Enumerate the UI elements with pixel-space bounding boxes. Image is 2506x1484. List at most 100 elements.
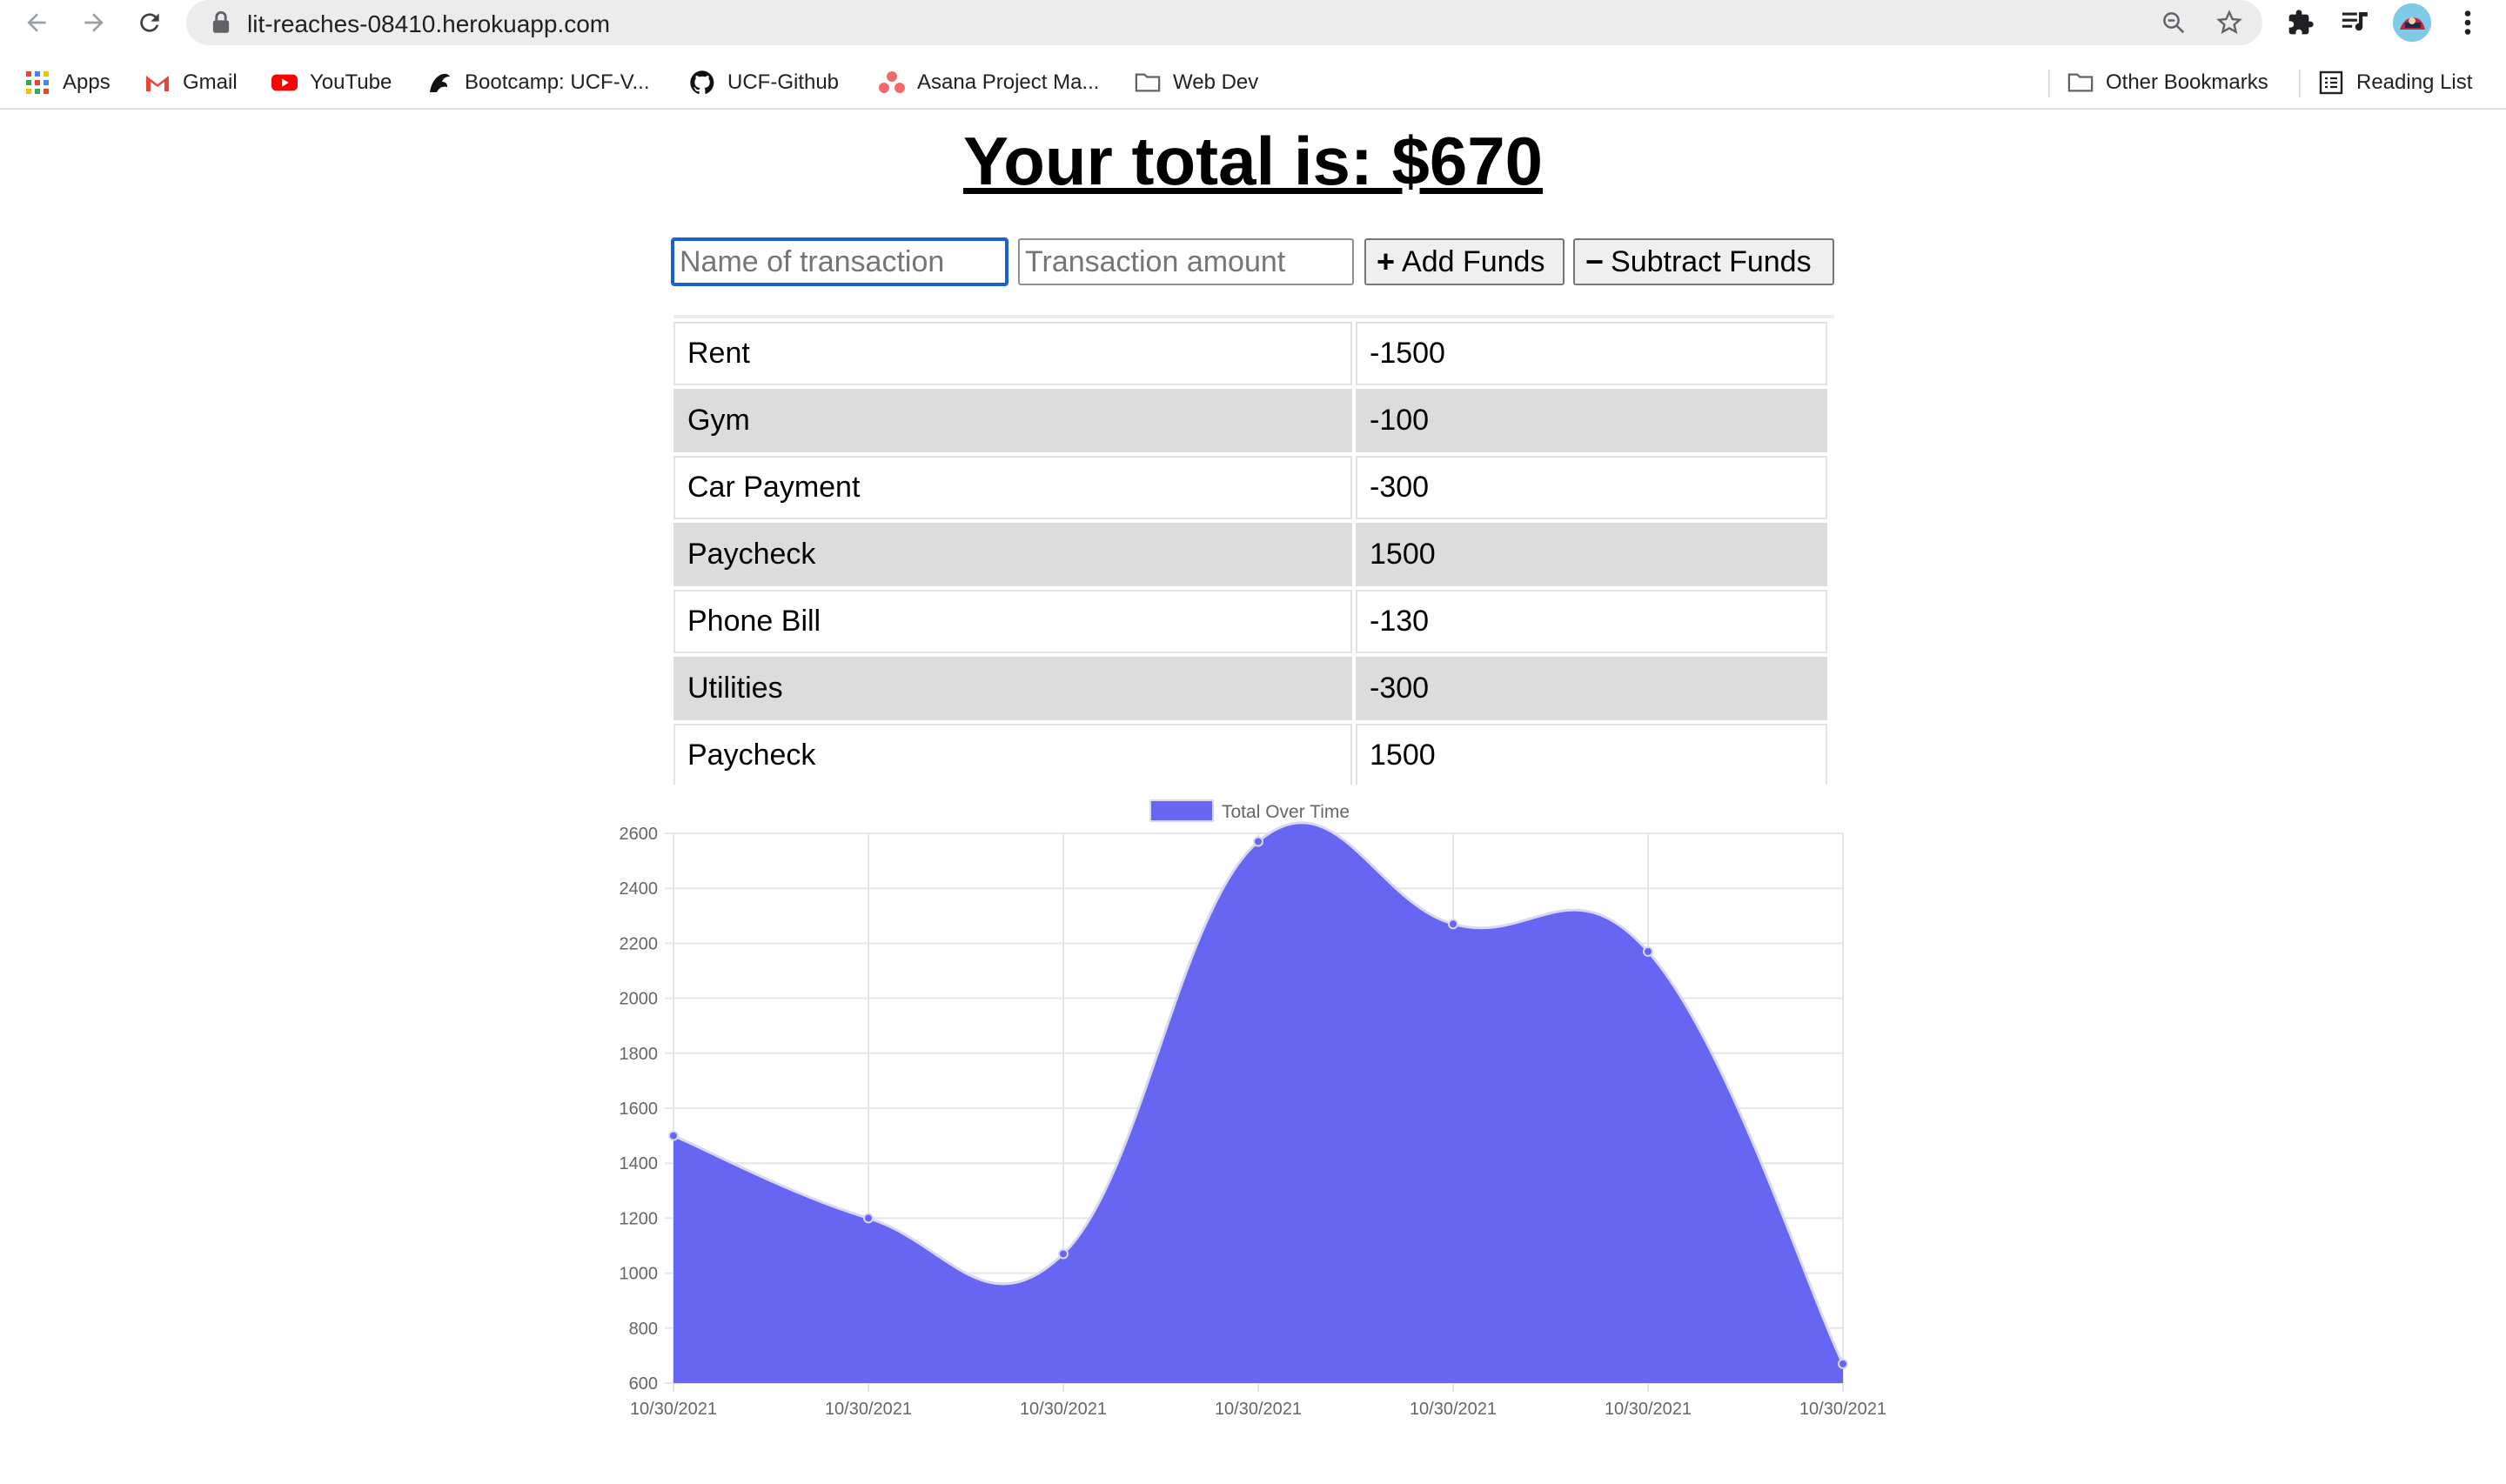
transaction-amount-input[interactable] — [1018, 238, 1354, 285]
table-row: Utilities -300 — [673, 657, 1827, 720]
total-heading: Your total is: $670 — [962, 123, 1544, 199]
back-icon[interactable] — [17, 5, 56, 40]
star-icon[interactable] — [2212, 5, 2247, 40]
transaction-name: Utilities — [673, 657, 1352, 720]
forward-icon[interactable] — [75, 5, 113, 40]
bookmark-label: UCF-Github — [727, 70, 840, 94]
bookmark-label: Bootcamp: UCF-V... — [465, 70, 650, 94]
transaction-value: -130 — [1356, 590, 1827, 653]
x-tick-label: 10/30/2021 — [1799, 1400, 1886, 1419]
transaction-value: -1500 — [1356, 322, 1827, 385]
reading-list-icon — [2318, 70, 2344, 96]
apps-grid-icon — [24, 70, 50, 96]
transaction-name: Paycheck — [673, 724, 1352, 785]
bookmark-asana[interactable]: Asana Project Ma... — [879, 66, 1099, 99]
github-icon — [689, 70, 715, 96]
transaction-value: 1500 — [1356, 724, 1827, 785]
zoom-icon[interactable] — [2156, 5, 2191, 40]
y-tick-label: 1000 — [620, 1265, 659, 1284]
bookmark-separator — [2048, 70, 2050, 97]
bookmark-gmail[interactable]: Gmail — [144, 66, 238, 99]
bookmark-bootcamp[interactable]: Bootcamp: UCF-V... — [426, 66, 650, 99]
transaction-value: -300 — [1356, 456, 1827, 519]
reading-list[interactable]: Reading List — [2318, 66, 2472, 99]
data-point — [1643, 946, 1653, 957]
y-tick-label: 1200 — [620, 1209, 659, 1228]
table-row: Paycheck 1500 — [673, 523, 1827, 586]
transactions-table: Rent -1500 Gym -100 Car Payment -300 Payche… — [673, 315, 1834, 785]
y-tick-label: 2400 — [620, 879, 659, 899]
bookmark-label: Asana Project Ma... — [917, 70, 1100, 94]
extensions-icon[interactable] — [2282, 5, 2320, 40]
bookmark-separator — [2299, 70, 2301, 97]
y-tick-label: 1800 — [620, 1045, 659, 1064]
bookmark-label: Web Dev — [1173, 70, 1259, 94]
url-text: lit-reaches-08410.herokuapp.com — [247, 10, 611, 37]
bookmark-label: Other Bookmarks — [2106, 70, 2268, 94]
y-tick-label: 800 — [629, 1320, 658, 1339]
transaction-name: Car Payment — [673, 456, 1352, 519]
bookmark-label: Gmail — [183, 70, 238, 94]
data-point — [1838, 1358, 1848, 1369]
table-row: Paycheck 1500 — [673, 724, 1827, 785]
x-tick-label: 10/30/2021 — [630, 1400, 717, 1419]
table-row: Car Payment -300 — [673, 456, 1827, 519]
table-row: Gym -100 — [673, 389, 1827, 452]
lock-icon[interactable] — [204, 5, 238, 40]
bookmark-label: Reading List — [2356, 70, 2473, 94]
legend-swatch — [1149, 799, 1214, 822]
y-tick-label: 1400 — [620, 1154, 659, 1173]
transaction-value: -100 — [1356, 389, 1827, 452]
x-tick-label: 10/30/2021 — [1215, 1400, 1302, 1419]
series-line — [673, 821, 1845, 1365]
bookmark-other[interactable]: Other Bookmarks — [2067, 66, 2268, 99]
transaction-name: Rent — [673, 322, 1352, 385]
transaction-name: Paycheck — [673, 523, 1352, 586]
browser-toolbar: lit-reaches-08410.herokuapp.com — [0, 0, 2506, 47]
x-tick-label: 10/30/2021 — [1605, 1400, 1692, 1419]
add-funds-button[interactable]: + Add Funds — [1364, 238, 1565, 285]
y-tick-label: 1600 — [620, 1100, 659, 1119]
transaction-name: Gym — [673, 389, 1352, 452]
folder-icon — [2067, 70, 2094, 96]
transaction-value: 1500 — [1356, 523, 1827, 586]
data-point — [668, 1130, 679, 1141]
series-area — [673, 822, 1843, 1383]
x-tick-label: 10/30/2021 — [825, 1400, 912, 1419]
asana-icon — [879, 70, 905, 96]
bookmark-label: Apps — [63, 70, 111, 94]
plus-icon: + — [1377, 244, 1396, 279]
total-over-time-chart: 600 800 1000 1200 1400 1600 1800 2000 2200 2400 26… — [620, 799, 1886, 1419]
y-tick-label: 2600 — [620, 825, 659, 844]
bookmarks-bar: Apps Gmail YouTube Bootcamp: UCF-V... UC… — [0, 56, 2506, 110]
subtract-funds-label: Subtract Funds — [1611, 244, 1812, 278]
transaction-value: -300 — [1356, 657, 1827, 720]
table-row: Phone Bill -130 — [673, 590, 1827, 653]
legend-label: Total Over Time — [1222, 802, 1350, 822]
minus-icon: − — [1585, 244, 1605, 279]
bookmark-youtube[interactable]: YouTube — [271, 66, 392, 99]
media-control-icon[interactable] — [2335, 5, 2374, 40]
bookmark-web-dev[interactable]: Web Dev — [1135, 66, 1258, 99]
reload-icon[interactable] — [131, 5, 169, 40]
table-row: Rent -1500 — [673, 322, 1827, 385]
transaction-name: Phone Bill — [673, 590, 1352, 653]
menu-icon[interactable] — [2449, 5, 2487, 40]
data-point — [1058, 1248, 1069, 1260]
subtract-funds-button[interactable]: − Subtract Funds — [1573, 238, 1834, 285]
youtube-icon — [271, 70, 298, 96]
address-bar[interactable]: lit-reaches-08410.herokuapp.com — [186, 0, 2262, 45]
gmail-icon — [144, 70, 171, 96]
y-tick-label: 2200 — [620, 934, 659, 953]
transaction-name-input[interactable] — [671, 237, 1008, 286]
x-tick-label: 10/30/2021 — [1410, 1400, 1497, 1419]
x-tick-label: 10/30/2021 — [1020, 1400, 1107, 1419]
add-funds-label: Add Funds — [1402, 244, 1545, 278]
ucf-pegasus-icon — [426, 70, 452, 96]
bookmark-ucf-github[interactable]: UCF-Github — [689, 66, 839, 99]
bookmark-apps[interactable]: Apps — [24, 66, 111, 99]
folder-icon — [1135, 70, 1161, 96]
profile-avatar[interactable] — [2393, 3, 2431, 42]
y-tick-label: 600 — [629, 1374, 658, 1394]
data-point — [1448, 919, 1458, 930]
